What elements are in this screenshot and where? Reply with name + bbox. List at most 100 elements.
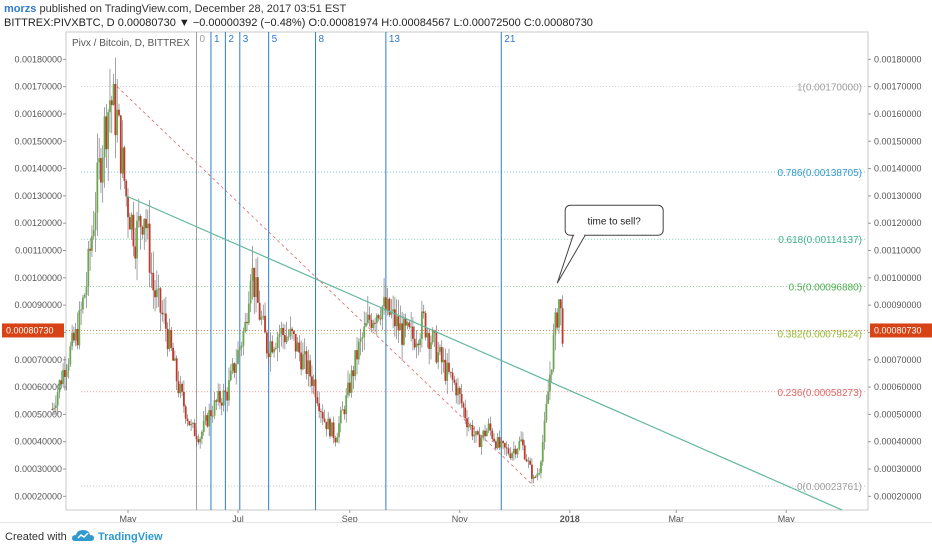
tradingview-brand-link[interactable]: TradingView: [98, 531, 163, 543]
candle-body-2: [54, 405, 57, 409]
candle-body-120: [267, 353, 270, 357]
candle-body-152: [325, 421, 328, 430]
candle-body-269: [536, 473, 539, 477]
candle-body-122: [271, 341, 274, 353]
fib-diagonal: [116, 86, 535, 487]
author-link[interactable]: morzs: [4, 3, 37, 15]
candle-body-123: [273, 348, 275, 353]
candle-body-171: [359, 338, 362, 342]
fib-label-4: 0.382(0.00079624): [777, 329, 862, 340]
candle-body-279: [554, 312, 557, 335]
candle-body-49: [139, 216, 142, 227]
candle-body-184: [383, 297, 385, 307]
candle-body-143: [309, 360, 312, 377]
candle-body-177: [370, 319, 373, 329]
candle-body-190: [393, 309, 396, 327]
candle-body-11: [71, 332, 73, 347]
candle-body-240: [484, 430, 486, 437]
candle-body-201: [413, 338, 416, 348]
candle-body-214: [437, 352, 440, 363]
annotation-box: [564, 204, 664, 236]
candle-body-229: [464, 407, 467, 419]
candle-body-13: [74, 328, 77, 341]
candle-body-260: [520, 439, 523, 442]
x-tick-4: 2018: [560, 514, 580, 522]
candle-body-44: [130, 214, 133, 230]
candle-body-97: [226, 391, 229, 401]
candle-body-79: [193, 422, 196, 436]
candle-body-58: [155, 289, 158, 298]
candle-body-248: [498, 437, 501, 448]
candle-body-232: [469, 425, 472, 427]
candle-body-242: [487, 423, 490, 431]
candle-body-119: [265, 332, 268, 354]
candle-body-235: [475, 431, 477, 435]
candle-body-61: [161, 312, 164, 315]
candle-body-174: [365, 323, 367, 327]
y-tick-left-5: 0.00070000: [14, 355, 62, 365]
candle-body-85: [204, 415, 207, 421]
candle-body-256: [513, 448, 515, 453]
candle-body-87: [208, 410, 211, 427]
candle-body-56: [152, 272, 155, 291]
candle-body-48: [137, 216, 140, 221]
candle-body-187: [388, 298, 391, 315]
publish-info: published on TradingView.com, December 2…: [39, 3, 347, 15]
candle-body-198: [408, 322, 411, 328]
candle-body-51: [143, 218, 146, 235]
candle-body-266: [531, 464, 533, 479]
candle-body-21: [89, 248, 92, 251]
chart-header: morzs published on TradingView.com, Dece…: [4, 2, 346, 16]
candle-body-278: [552, 334, 555, 370]
candle-body-153: [327, 418, 330, 430]
y-tick-right-9: 0.00110000: [874, 246, 921, 256]
candle-body-128: [282, 327, 284, 336]
candle-body-265: [529, 460, 532, 465]
candle-body-251: [503, 443, 506, 448]
candle-body-96: [224, 390, 227, 392]
candle-body-236: [476, 431, 479, 435]
candle-body-78: [192, 422, 194, 424]
fib-label-2: 0.618(0.00114137): [778, 235, 862, 246]
price-chart[interactable]: 0.00020000 0.00020000 0.00030000 0.00030000…: [0, 0, 932, 522]
candle-body-84: [202, 420, 205, 433]
y-tick-left-2: 0.00040000: [14, 437, 62, 447]
candle-body-113: [255, 277, 257, 298]
candle-body-132: [289, 328, 292, 337]
y-tick-right-8: 0.00100000: [874, 273, 922, 283]
candle-body-41: [125, 180, 128, 197]
candle-body-267: [532, 476, 535, 479]
candle-body-18: [83, 294, 86, 298]
candle-body-192: [397, 316, 400, 331]
candle-body-52: [145, 218, 147, 229]
candle-body-275: [547, 391, 550, 404]
candle-body-168: [354, 350, 357, 377]
candle-body-233: [471, 425, 474, 437]
candle-body-81: [197, 439, 200, 443]
open-value: 0.00081974: [320, 17, 379, 29]
candle-body-45: [132, 214, 135, 247]
candle-body-274: [545, 403, 548, 421]
x-tick-1: Jul: [232, 514, 244, 522]
candle-body-101: [233, 363, 236, 373]
candle-body-137: [298, 342, 301, 353]
candle-body-141: [305, 351, 308, 375]
last-price-left: 0.00080730: [6, 325, 54, 335]
candle-body-272: [541, 442, 544, 462]
candle-body-150: [321, 412, 324, 419]
candle-body-186: [386, 298, 389, 311]
y-tick-right-3: 0.00050000: [874, 409, 922, 419]
candle-body-162: [343, 409, 346, 415]
candle-body-76: [188, 421, 191, 426]
candle-body-140: [303, 351, 306, 355]
candle-body-259: [518, 441, 521, 450]
high-label: H:: [381, 17, 393, 29]
candle-body-191: [395, 316, 398, 327]
candle-body-118: [264, 315, 266, 333]
candle-body-258: [516, 449, 519, 455]
candle-body-218: [444, 359, 447, 381]
high-value: 0.00084567: [392, 17, 451, 29]
candle-body-179: [374, 322, 376, 324]
candle-body-227: [460, 393, 463, 404]
candle-body-34: [112, 83, 115, 105]
